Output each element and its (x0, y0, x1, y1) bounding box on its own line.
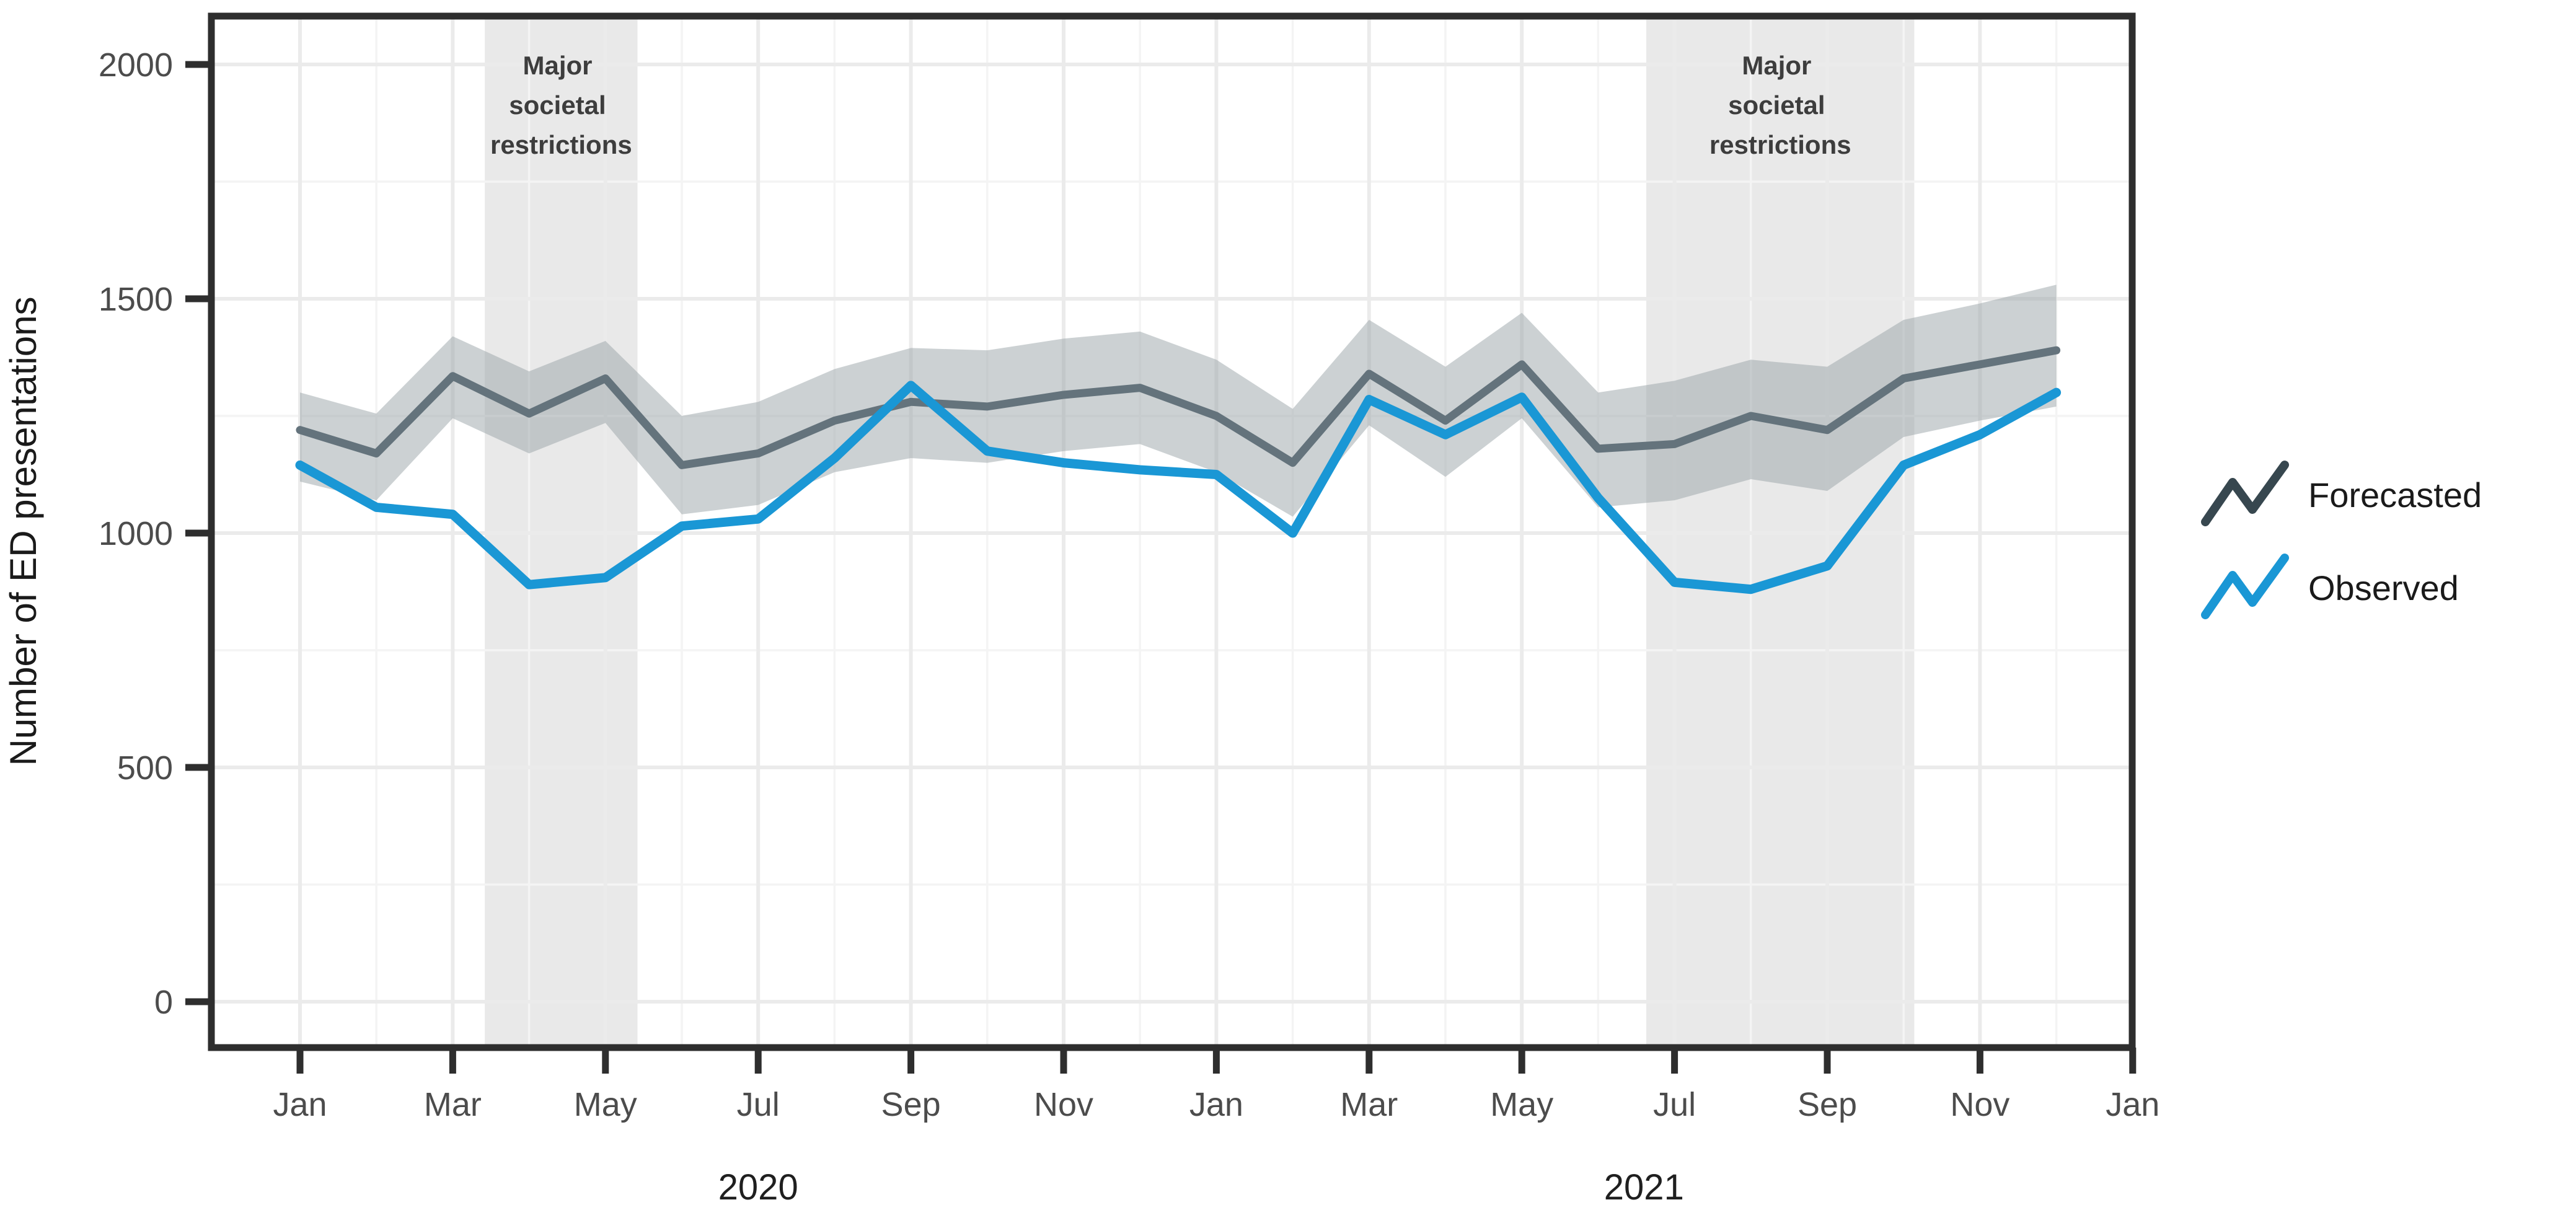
x-tick-label: Nov (1034, 1086, 1093, 1123)
legend: Forecasted Observed (2201, 461, 2482, 619)
gridlines-major (211, 16, 2135, 1048)
x-tick-label: May (1490, 1086, 1553, 1123)
axes: Jan Mar May Jul Sep Nov Jan Mar May Jul Sep Nov Jan 0… (99, 46, 2159, 1123)
restriction-annotation: Major societal restrictions (1709, 51, 1851, 159)
legend-label-observed: Observed (2308, 568, 2459, 607)
y-tick-label: 2000 (99, 46, 173, 84)
annotation-line: Major (523, 51, 593, 80)
year-label-2021: 2021 (1604, 1167, 1684, 1208)
year-label-2020: 2020 (718, 1167, 798, 1208)
y-axis-title: Number of ED presentations (2, 296, 44, 766)
y-tick-label: 1500 (99, 281, 173, 318)
x-tick-label: Jan (1189, 1086, 1243, 1123)
x-tick-label: Jan (2106, 1086, 2159, 1123)
restriction-annotation: Major societal restrictions (490, 51, 632, 159)
x-tick-label: Mar (1340, 1086, 1398, 1123)
x-tick-label: May (574, 1086, 637, 1123)
observed-line (295, 381, 2062, 594)
x-tick-label: Jul (1653, 1086, 1696, 1123)
annotation-line: societal (1728, 91, 1825, 120)
x-tick-label: Sep (881, 1086, 941, 1123)
x-tick-label: Nov (1950, 1086, 2009, 1123)
series-lines (295, 346, 2062, 594)
restriction-annotations: Major societal restrictions Major societ… (490, 51, 1851, 159)
y-tick-label: 1000 (99, 515, 173, 552)
x-tick-label: Jul (737, 1086, 780, 1123)
x-tick-label: Mar (424, 1086, 482, 1123)
annotation-line: restrictions (1709, 130, 1851, 159)
observed-legend-key-icon (2201, 554, 2289, 619)
annotation-line: Major (1742, 51, 1811, 80)
legend-label-forecasted: Forecasted (2308, 475, 2482, 514)
y-tick-label: 0 (154, 984, 173, 1021)
annotation-line: societal (509, 91, 606, 120)
forecasted-legend-key-icon (2201, 461, 2289, 526)
forecasted-line (296, 346, 2061, 469)
x-tick-label: Jan (273, 1086, 327, 1123)
y-tick-label: 500 (117, 749, 173, 787)
x-tick-label: Sep (1797, 1086, 1857, 1123)
annotation-line: restrictions (490, 130, 632, 159)
